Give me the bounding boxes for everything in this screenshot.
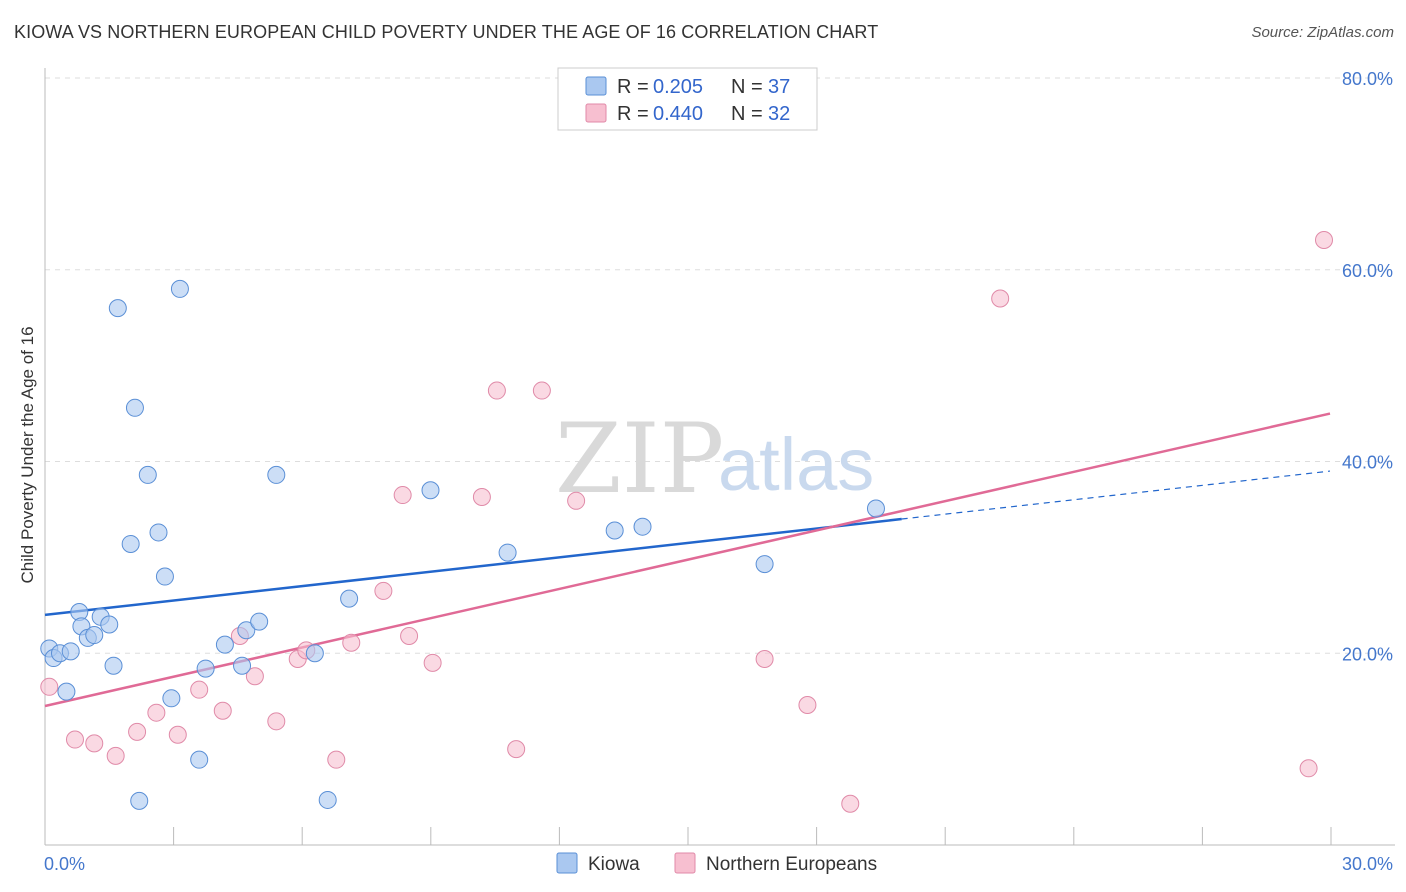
bottom-legend-kiowa: Kiowa [588,854,640,875]
y-tick-label: 60.0% [1342,261,1393,281]
northern-trend-line [44,412,1331,708]
bottom-legend-swatch-northern [674,852,696,874]
kiowa-point [755,555,774,574]
kiowa-point [340,589,359,608]
northern-point [841,794,860,813]
source-label: Source: ZipAtlas.com [1251,24,1394,41]
northern-point [991,289,1010,308]
northern-point [40,677,59,696]
bottom-legend-swatch-kiowa [556,852,578,874]
kiowa-point [866,499,885,518]
legend-kiowa-n-label: N = [731,76,763,98]
kiowa-point [125,398,144,417]
northern-point [245,667,264,686]
kiowa-point [100,615,119,634]
northern-point [327,750,346,769]
y-tick-labels: 20.0% 40.0% 60.0% 80.0% [1342,69,1393,664]
grid-lines [45,77,1395,654]
northern-point [507,740,526,759]
northern-point [567,491,586,510]
kiowa-point [421,481,440,500]
kiowa-point [190,750,209,769]
data-points [40,92,1333,813]
northern-point [168,725,187,744]
northern-point [532,381,551,400]
northern-point [1299,759,1318,778]
northern-point [423,653,442,672]
northern-point [85,734,104,753]
kiowa-point [162,689,181,708]
kiowa-point [108,299,127,318]
legend-kiowa-r-value: 0.205 [653,76,703,98]
northern-point [1315,231,1333,250]
northern-point [472,487,491,506]
northern-point [213,701,232,720]
northern-point [267,712,286,731]
legend-northern-r-label: R = [617,103,649,125]
northern-point [755,650,774,669]
northern-point [798,696,817,715]
northern-point [65,730,84,749]
kiowa-point [498,543,517,562]
kiowa-point [233,656,252,675]
northern-point [393,486,412,505]
northern-point [400,626,419,645]
y-axis-title: Child Poverty Under the Age of 16 [18,326,37,583]
kiowa-point [121,534,140,553]
northern-point [374,581,393,600]
kiowa-trend-line [44,517,902,617]
northern-point [190,680,209,699]
northern-point [342,633,361,652]
kiowa-point [215,635,234,654]
kiowa-point [196,659,215,678]
kiowa-point [305,644,324,663]
axes [44,68,1395,846]
legend-swatch-northern [585,103,607,123]
kiowa-point [318,790,337,809]
kiowa-point [250,612,269,631]
kiowa-point [130,791,149,810]
kiowa-point [170,279,189,298]
y-tick-label: 20.0% [1342,644,1393,664]
x-tick-labels: 0.0% 30.0% [44,854,1393,874]
legend-northern-r-value: 0.440 [653,103,703,125]
kiowa-point [85,626,104,645]
northern-point [147,703,166,722]
kiowa-point [155,567,174,586]
northern-point [106,746,125,765]
kiowa-point [149,523,168,542]
kiowa-point [138,465,157,484]
watermark-atlas: atlas [718,423,874,506]
northern-point [128,722,147,741]
northern-point [487,381,506,400]
bottom-legend-northern: Northern Europeans [706,854,877,875]
legend-northern-n-label: N = [731,103,763,125]
watermark: ZIP atlas [555,403,874,515]
kiowa-point [57,682,76,701]
kiowa-point [61,642,80,661]
trend-lines [44,412,1331,708]
kiowa-point [237,621,256,640]
kiowa-point [267,465,286,484]
bottom-legend: Kiowa Northern Europeans [556,852,877,875]
legend-northern-n-value: 32 [768,103,790,125]
x-tick-label: 0.0% [44,854,85,874]
chart-title: KIOWA VS NORTHERN EUROPEAN CHILD POVERTY… [14,22,879,42]
x-tick-label: 30.0% [1342,854,1393,874]
legend-swatch-kiowa [585,76,607,96]
y-tick-label: 40.0% [1342,453,1393,473]
kiowa-point [633,517,652,536]
legend-kiowa-n-value: 37 [768,76,790,98]
kiowa-point [605,521,624,540]
kiowa-trend-extension [901,470,1331,520]
kiowa-point [104,656,123,675]
y-tick-label: 80.0% [1342,69,1393,89]
legend-kiowa-r-label: R = [617,76,649,98]
legend-box: R = 0.205 N = 37 R = 0.440 N = 32 [557,67,818,131]
